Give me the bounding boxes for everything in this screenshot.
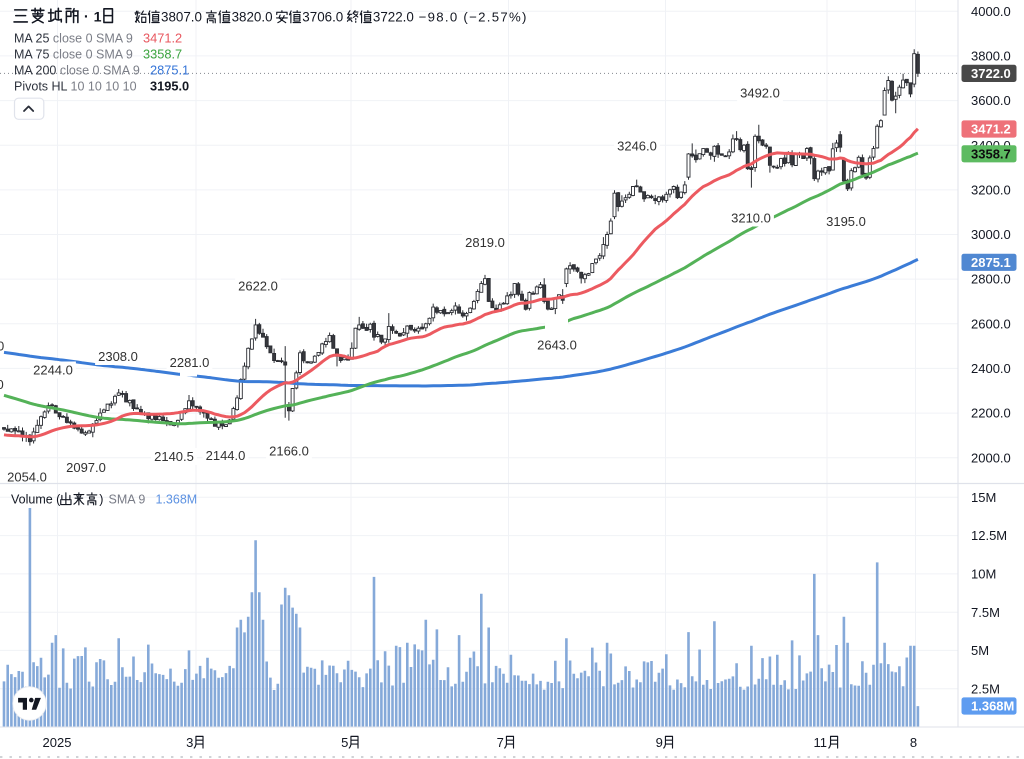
svg-text:2875.1: 2875.1 <box>971 255 1011 270</box>
svg-text:2308.0: 2308.0 <box>98 349 138 364</box>
svg-text:): ) <box>99 493 103 507</box>
svg-text:3358.7: 3358.7 <box>143 47 182 62</box>
svg-text:5M: 5M <box>971 643 989 658</box>
svg-text:2600.0: 2600.0 <box>971 316 1011 331</box>
svg-text:3492.0: 3492.0 <box>740 86 780 101</box>
svg-text:2800.0: 2800.0 <box>971 272 1011 287</box>
svg-text:3722.0: 3722.0 <box>971 66 1011 81</box>
svg-text:7: 7 <box>497 735 504 750</box>
svg-text:2054.0: 2054.0 <box>7 470 47 485</box>
svg-text:4000.0: 4000.0 <box>971 4 1011 19</box>
svg-text:2643.0: 2643.0 <box>537 338 577 353</box>
svg-text:0: 0 <box>0 377 4 392</box>
svg-text:2400.0: 2400.0 <box>971 361 1011 376</box>
svg-text:2025: 2025 <box>43 735 72 750</box>
svg-text:MA 75 close 0 SMA 9: MA 75 close 0 SMA 9 <box>14 48 133 62</box>
svg-text:7.5M: 7.5M <box>971 605 1000 620</box>
svg-text:3471.2: 3471.2 <box>143 31 182 46</box>
svg-text:3800.0: 3800.0 <box>971 49 1011 64</box>
svg-text:3706.0: 3706.0 <box>302 10 343 25</box>
svg-text:5: 5 <box>341 735 348 750</box>
svg-text:2622.0: 2622.0 <box>238 279 278 294</box>
svg-text:SMA 9: SMA 9 <box>109 493 146 507</box>
svg-text:Pivots HL 10 10 10 10: Pivots HL 10 10 10 10 <box>14 80 137 94</box>
svg-text:1: 1 <box>94 10 102 26</box>
svg-text:9: 9 <box>656 735 663 750</box>
svg-text:3195.0: 3195.0 <box>150 79 189 94</box>
svg-text:2281.0: 2281.0 <box>170 355 210 370</box>
svg-text:10M: 10M <box>971 567 996 582</box>
svg-text:8: 8 <box>910 735 917 750</box>
svg-text:2875.1: 2875.1 <box>150 63 189 78</box>
svg-text:·: · <box>84 9 89 26</box>
svg-text:3195.0: 3195.0 <box>826 214 866 229</box>
svg-text:2819.0: 2819.0 <box>465 235 505 250</box>
svg-text:12.5M: 12.5M <box>971 528 1007 543</box>
svg-text:MA 200 close 0 SMA 9: MA 200 close 0 SMA 9 <box>14 64 140 78</box>
svg-text:2.5M: 2.5M <box>971 681 1000 696</box>
svg-text:2000.0: 2000.0 <box>971 450 1011 465</box>
svg-text:3000.0: 3000.0 <box>971 227 1011 242</box>
svg-text:0: 0 <box>0 339 4 354</box>
svg-text:Volume (: Volume ( <box>11 493 61 507</box>
svg-text:2140.5: 2140.5 <box>154 449 194 464</box>
svg-text:3471.2: 3471.2 <box>971 122 1011 137</box>
svg-text:−98.0 (−2.57%): −98.0 (−2.57%) <box>419 10 528 25</box>
svg-text:MA 25 close 0 SMA 9: MA 25 close 0 SMA 9 <box>14 32 133 46</box>
svg-text:1.368M: 1.368M <box>971 699 1014 714</box>
svg-text:3820.0: 3820.0 <box>232 10 273 25</box>
svg-text:2166.0: 2166.0 <box>269 444 309 459</box>
svg-text:1.368M: 1.368M <box>156 493 198 507</box>
svg-text:2097.0: 2097.0 <box>66 460 106 475</box>
svg-text:3210.0: 3210.0 <box>731 211 771 226</box>
svg-text:2200.0: 2200.0 <box>971 406 1011 421</box>
svg-text:2144.0: 2144.0 <box>206 448 246 463</box>
svg-text:2244.0: 2244.0 <box>33 363 73 378</box>
svg-text:3246.0: 3246.0 <box>617 139 657 154</box>
svg-text:3600.0: 3600.0 <box>971 93 1011 108</box>
svg-text:3807.0: 3807.0 <box>161 10 202 25</box>
svg-text:15M: 15M <box>971 490 996 505</box>
svg-text:11: 11 <box>814 735 828 750</box>
svg-text:3: 3 <box>186 735 193 750</box>
svg-text:3722.0: 3722.0 <box>373 10 414 25</box>
svg-text:3358.7: 3358.7 <box>971 146 1011 161</box>
svg-text:3200.0: 3200.0 <box>971 183 1011 198</box>
